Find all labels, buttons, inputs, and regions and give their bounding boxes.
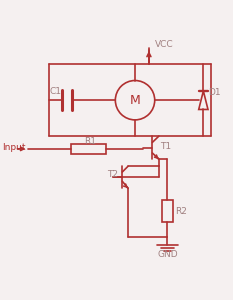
Bar — [71, 144, 106, 154]
Text: R1: R1 — [84, 137, 96, 146]
Text: T1: T1 — [161, 142, 172, 151]
Text: C1: C1 — [49, 87, 61, 96]
Text: T2: T2 — [107, 170, 118, 179]
Text: R2: R2 — [175, 207, 187, 216]
Bar — [162, 200, 173, 222]
Text: M: M — [130, 94, 140, 107]
Text: Input: Input — [2, 143, 25, 152]
Text: VCC: VCC — [155, 40, 173, 49]
Text: GND: GND — [157, 250, 178, 259]
Text: D1: D1 — [208, 88, 221, 97]
